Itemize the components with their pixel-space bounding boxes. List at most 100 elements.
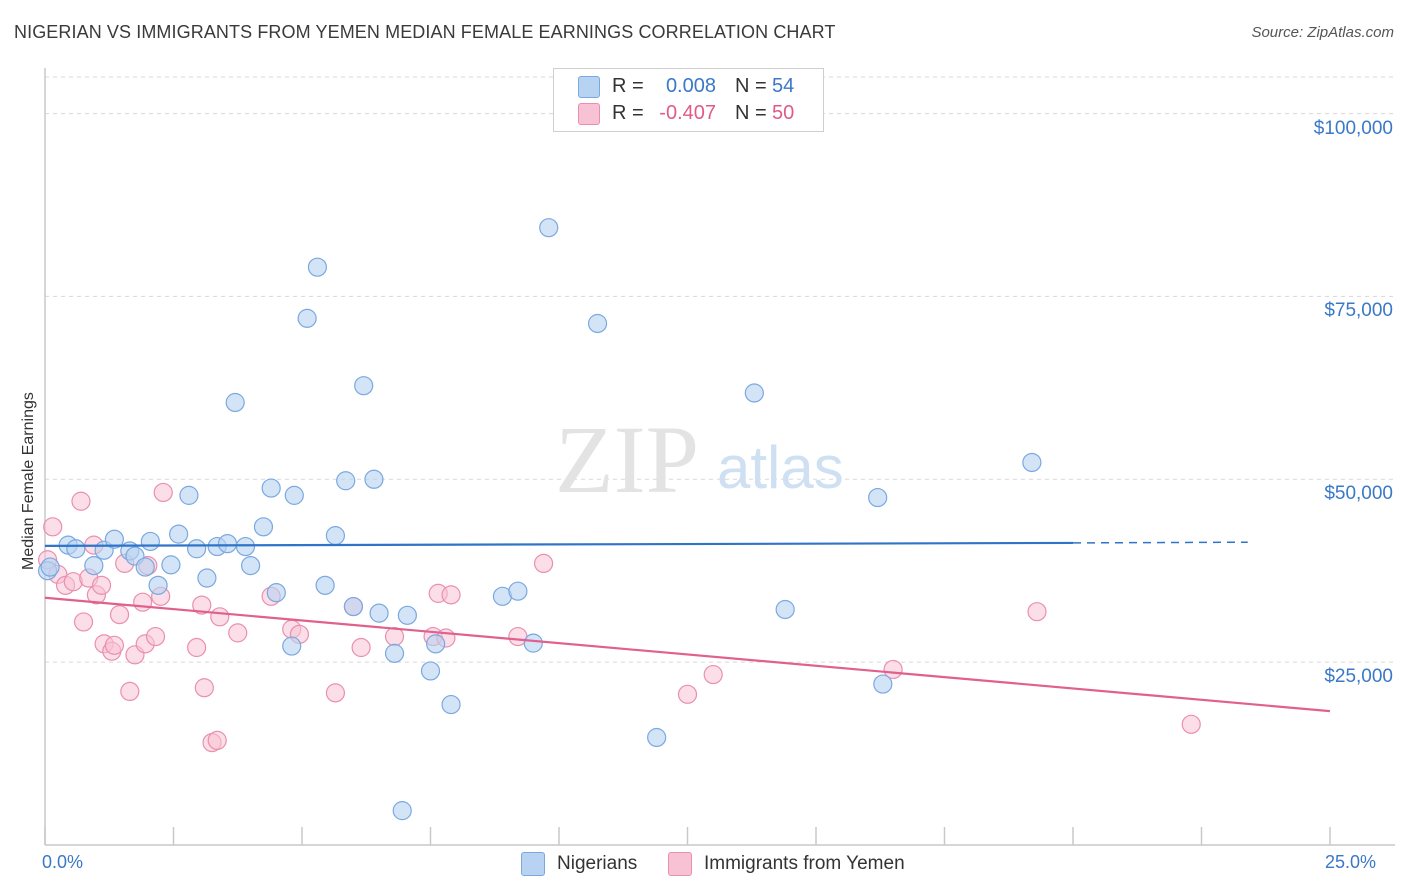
data-point-nigerians	[744, 383, 764, 403]
legend-r-label: R =	[612, 101, 644, 124]
data-point-nigerians	[297, 308, 317, 328]
watermark-atlas: atlas	[717, 434, 844, 501]
data-point-yemen	[43, 517, 63, 537]
series-legend: Nigerians Immigrants from Yemen	[0, 852, 1406, 878]
legend-n-value-pink: 50	[772, 101, 795, 124]
data-point-nigerians	[384, 643, 405, 663]
data-point-nigerians	[336, 471, 356, 491]
data-point-nigerians	[40, 557, 60, 577]
data-point-nigerians	[197, 568, 217, 588]
legend-row-yemen: R = -0.407 N = 50	[554, 100, 823, 126]
trend-line-nigerians-extension	[1072, 541, 1248, 544]
legend-swatch-blue	[521, 852, 545, 876]
data-point-nigerians	[235, 536, 256, 557]
trend-lines	[44, 541, 1331, 713]
data-point-nigerians	[426, 634, 446, 654]
data-point-nigerians	[392, 801, 412, 821]
data-point-yemen	[91, 575, 112, 595]
y-tick-label: $75,000	[1324, 300, 1393, 322]
data-point-yemen	[192, 595, 212, 615]
data-point-nigerians	[179, 485, 199, 505]
data-point-nigerians	[161, 555, 181, 575]
legend-r-value-pink: -0.407	[659, 101, 716, 124]
data-point-nigerians	[354, 376, 374, 396]
data-point-nigerians	[140, 531, 160, 552]
data-point-nigerians	[169, 524, 189, 544]
data-point-nigerians	[775, 599, 795, 620]
data-point-nigerians	[397, 605, 417, 625]
series-nigerians-points	[37, 218, 1042, 821]
chart-title: NIGERIAN VS IMMIGRANTS FROM YEMEN MEDIAN…	[14, 22, 836, 42]
legend-label-yemen: Immigrants from Yemen	[704, 853, 905, 874]
data-point-yemen	[104, 635, 124, 655]
data-point-yemen	[145, 626, 166, 647]
data-point-nigerians	[369, 603, 389, 623]
legend-item-nigerians: Nigerians	[521, 852, 637, 876]
data-point-nigerians	[873, 674, 893, 694]
data-point-yemen	[109, 604, 130, 625]
stats-legend: R = 0.008 N = 54 R = -0.407 N = 50	[553, 68, 824, 132]
data-point-yemen	[207, 730, 227, 751]
data-point-nigerians	[253, 517, 274, 537]
data-point-nigerians	[266, 583, 286, 603]
data-point-nigerians	[1022, 452, 1042, 473]
y-tick-label: $25,000	[1324, 666, 1393, 688]
data-point-nigerians	[315, 575, 335, 595]
data-point-yemen	[325, 683, 346, 703]
legend-item-yemen: Immigrants from Yemen	[668, 852, 905, 876]
data-point-yemen	[120, 681, 140, 702]
data-point-nigerians	[587, 313, 608, 334]
data-point-nigerians	[241, 555, 261, 576]
watermark-zip: ZIP	[555, 406, 699, 513]
x-tick-max: 25.0%	[1325, 852, 1377, 872]
data-point-nigerians	[364, 469, 384, 489]
legend-r-label: R =	[612, 74, 644, 97]
data-point-nigerians	[539, 218, 559, 238]
data-point-yemen	[133, 592, 153, 612]
data-point-yemen	[533, 553, 554, 574]
data-point-nigerians	[148, 575, 168, 595]
legend-row-nigerians: R = 0.008 N = 54	[554, 73, 823, 99]
data-point-yemen	[677, 684, 698, 704]
data-point-yemen	[187, 637, 207, 658]
data-point-yemen	[153, 482, 173, 503]
axes	[44, 68, 1395, 846]
data-point-nigerians	[647, 727, 667, 748]
data-point-yemen	[194, 678, 214, 698]
trend-line-yemen	[44, 596, 1331, 713]
legend-swatch-blue	[578, 76, 600, 98]
data-point-nigerians	[441, 694, 461, 715]
data-point-nigerians	[282, 636, 302, 656]
y-tick-label: $50,000	[1324, 483, 1393, 505]
data-point-nigerians	[307, 257, 328, 277]
watermark: ZIP atlas	[555, 406, 844, 513]
data-point-yemen	[703, 664, 723, 685]
legend-n-value-blue: 54	[772, 74, 795, 97]
source-label: Source: ZipAtlas.com	[1251, 24, 1394, 41]
data-point-yemen	[210, 607, 230, 627]
legend-n-label: N =	[735, 74, 767, 97]
data-point-nigerians	[508, 581, 528, 601]
data-point-nigerians	[84, 555, 104, 576]
series-yemen-points	[37, 482, 1201, 753]
trend-line-nigerians	[44, 541, 1074, 547]
data-point-yemen	[73, 612, 94, 632]
data-point-nigerians	[187, 539, 207, 559]
y-axis-label: Median Female Earnings	[20, 392, 37, 570]
data-point-nigerians	[523, 633, 543, 653]
legend-swatch-pink	[578, 103, 600, 125]
legend-swatch-pink	[668, 852, 692, 876]
data-point-nigerians	[343, 596, 363, 617]
y-tick-label: $100,000	[1313, 117, 1393, 139]
data-point-nigerians	[225, 392, 245, 413]
legend-r-value-blue: 0.008	[665, 74, 716, 97]
data-point-nigerians	[325, 526, 346, 546]
data-point-nigerians	[135, 557, 155, 577]
data-point-yemen	[228, 623, 248, 643]
data-point-yemen	[351, 637, 371, 658]
data-point-nigerians	[868, 487, 888, 508]
data-point-nigerians	[66, 539, 86, 559]
data-point-nigerians	[284, 485, 304, 505]
data-point-yemen	[1181, 714, 1201, 734]
